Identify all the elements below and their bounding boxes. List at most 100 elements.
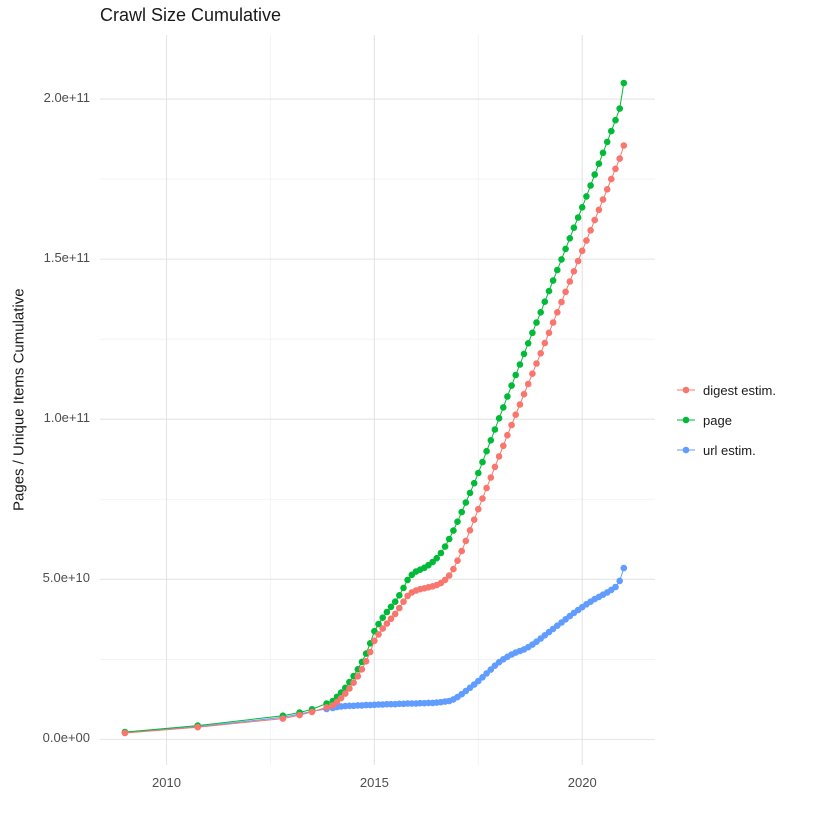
data-point-page — [391, 598, 399, 605]
data-point-digest-estim — [487, 474, 495, 481]
data-point-digest-estim — [504, 431, 511, 439]
data-point-digest-estim — [441, 576, 449, 584]
data-point-page — [396, 592, 403, 599]
data-point-page — [603, 138, 611, 146]
data-point-page — [578, 204, 586, 211]
data-point-page — [545, 287, 553, 295]
data-point-digest-estim — [375, 631, 382, 638]
y-axis-tick-label: 1.0e+11 — [43, 410, 90, 426]
y-axis-tick-label: 0.0e+00 — [42, 730, 90, 746]
legend-item-digest-estim: digest estim. — [676, 380, 776, 400]
data-point-page — [441, 543, 449, 550]
data-point-digest-estim — [587, 227, 594, 234]
data-point-digest-estim — [549, 319, 557, 326]
legend-item-page: page — [676, 410, 776, 430]
legend-label-digest-estim: digest estim. — [703, 382, 776, 398]
data-point-page — [574, 214, 582, 221]
x-axis-tick-label: 2015 — [359, 775, 389, 790]
data-point-digest-estim — [323, 704, 330, 711]
data-point-page — [491, 426, 499, 433]
data-point-digest-estim — [366, 648, 374, 656]
data-point-digest-estim — [387, 615, 395, 622]
data-point-page — [470, 479, 478, 487]
data-point-page — [404, 576, 411, 584]
data-point-digest-estim — [603, 186, 611, 193]
data-point-page — [616, 105, 623, 112]
data-point-page — [375, 620, 382, 628]
data-point-digest-estim — [354, 673, 362, 680]
data-point-digest-estim — [121, 729, 129, 737]
data-point-page — [504, 393, 511, 400]
data-point-page — [437, 549, 445, 557]
data-point-digest-estim — [620, 142, 628, 149]
data-point-digest-estim — [562, 288, 569, 296]
data-point-digest-estim — [520, 390, 528, 398]
data-point-digest-estim — [512, 411, 519, 419]
data-point-digest-estim — [391, 610, 399, 618]
data-point-page — [454, 518, 461, 525]
legend-key-dot — [682, 416, 690, 424]
x-axis-tick-label: 2010 — [152, 775, 181, 790]
data-point-digest-estim — [445, 572, 453, 579]
data-point-url-estim — [616, 577, 623, 585]
data-point-page — [599, 149, 607, 157]
data-point-digest-estim — [383, 620, 391, 627]
data-point-digest-estim — [608, 175, 615, 183]
data-point-page — [537, 309, 544, 316]
data-point-url-estim — [620, 564, 628, 572]
data-point-digest-estim — [358, 666, 366, 673]
data-point-page — [541, 298, 549, 306]
data-point-page — [487, 437, 495, 444]
data-point-page — [400, 584, 407, 592]
data-point-digest-estim — [616, 155, 623, 162]
data-point-page — [620, 79, 628, 87]
data-point-digest-estim — [470, 516, 478, 523]
data-point-page — [562, 245, 569, 253]
data-point-url-estim — [487, 666, 495, 673]
data-point-digest-estim — [583, 237, 590, 244]
data-point-digest-estim — [574, 257, 582, 265]
data-point-digest-estim — [371, 637, 378, 645]
data-point-page — [458, 508, 466, 516]
data-point-digest-estim — [458, 547, 466, 555]
data-point-url-estim — [612, 583, 619, 591]
data-point-digest-estim — [462, 537, 470, 545]
data-point-page — [558, 256, 565, 263]
data-point-digest-estim — [379, 625, 387, 632]
y-axis-title: Pages / Unique Items Cumulative — [10, 288, 28, 512]
data-point-digest-estim — [475, 505, 482, 513]
y-axis-tick-label: 1.5e+11 — [43, 250, 90, 266]
data-point-digest-estim — [612, 165, 619, 173]
data-point-page — [583, 193, 590, 200]
data-point-digest-estim — [491, 463, 499, 471]
data-point-digest-estim — [537, 350, 544, 357]
data-point-digest-estim — [342, 690, 349, 697]
data-point-digest-estim — [495, 453, 503, 460]
legend-key-dot — [682, 386, 690, 394]
data-point-digest-estim — [595, 206, 603, 214]
data-point-digest-estim — [279, 715, 287, 722]
x-axis-tick-label: 2020 — [567, 775, 597, 790]
data-point-digest-estim — [591, 216, 598, 224]
data-point-page — [608, 127, 615, 135]
data-point-page — [512, 371, 519, 379]
data-point-digest-estim — [396, 604, 403, 612]
data-point-digest-estim — [362, 658, 370, 665]
data-point-digest-estim — [516, 401, 524, 408]
data-point-page — [566, 235, 574, 242]
data-point-digest-estim — [308, 708, 316, 716]
data-point-digest-estim — [466, 527, 474, 534]
data-point-page — [450, 527, 457, 534]
legend-key-icon — [677, 416, 695, 424]
data-point-digest-estim — [599, 196, 607, 203]
legend-key-icon — [677, 386, 695, 394]
data-point-digest-estim — [566, 278, 574, 285]
data-point-page — [612, 116, 619, 124]
data-point-page — [570, 224, 578, 231]
chart-title: Crawl Size Cumulative — [100, 5, 282, 25]
data-point-digest-estim — [545, 329, 553, 337]
data-point-digest-estim — [578, 247, 586, 255]
data-point-digest-estim — [350, 679, 357, 686]
